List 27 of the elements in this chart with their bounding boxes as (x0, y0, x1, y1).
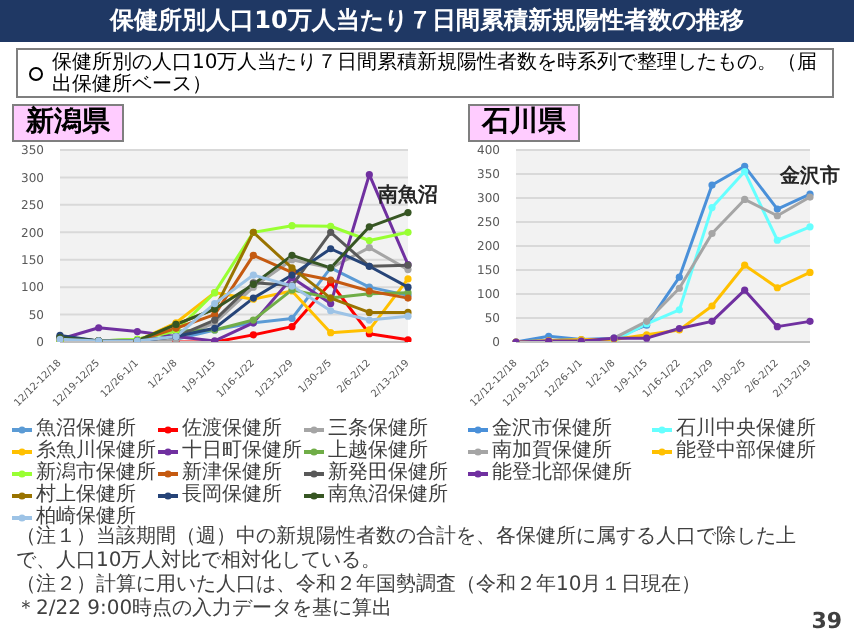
text: 39 (811, 608, 842, 634)
legend-label: 能登中部保健所 (676, 440, 816, 462)
text: 保健所別の人口10万人当たり７日間累積新規陽性者数を時系列で整理したもの。（届出保健所ベース） (52, 51, 820, 95)
legend-label: 南魚沼保健所 (328, 484, 448, 506)
legend-label: 三条保健所 (328, 418, 428, 440)
legend-label: 新津保健所 (182, 462, 282, 484)
legend-label: 金沢市保健所 (492, 418, 612, 440)
legend-label: 能登北部保健所 (492, 462, 632, 484)
legend-label: 南加賀保健所 (492, 440, 612, 462)
legend-label: 村上保健所 (36, 484, 136, 506)
chart-title: 石川県 (468, 104, 580, 142)
text: （注１）当該期間（週）中の新規陽性者数の合計を、各保健所に属する人口で除した上で、人口10万人対比で相対化している。 (16, 526, 798, 573)
legend-label: 石川中央保健所 (676, 418, 816, 440)
text: ＊2/22 9:00時点の入力データを基に算出 (16, 598, 395, 622)
legend-label: 長岡保健所 (182, 484, 282, 506)
legend-label: 佐渡保健所 (182, 418, 282, 440)
text: （注２）計算に用いた人口は、令和２年国勢調査（令和２年10月１日現在） (16, 574, 704, 597)
chart-title: 新潟県 (12, 104, 124, 142)
legend-label: 上越保健所 (328, 440, 428, 462)
annotation: 金沢市 (778, 164, 840, 189)
legend-label: 柏崎保健所 (36, 506, 136, 528)
legend-label: 魚沼保健所 (36, 418, 136, 440)
legend-label: 新発田保健所 (328, 462, 448, 484)
legend-label: 十日町保健所 (182, 440, 302, 462)
legend-label: 新潟市保健所 (36, 462, 156, 484)
text: 保健所別人口10万人当たり７日間累積新規陽性者数の推移 (0, 0, 854, 42)
legend-label: 糸魚川保健所 (36, 440, 156, 462)
